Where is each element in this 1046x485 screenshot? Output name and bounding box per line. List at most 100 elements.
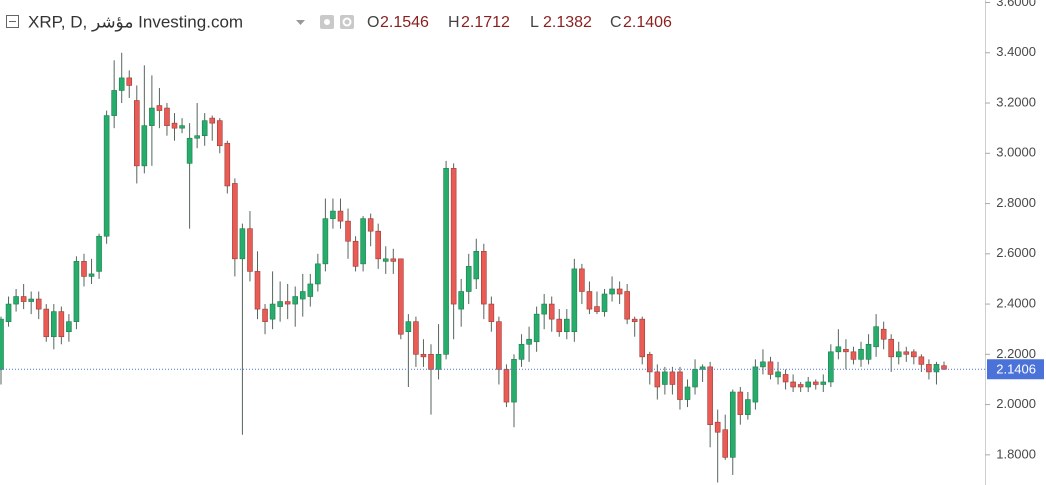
candle-body	[367, 218, 374, 232]
candle-body	[571, 268, 578, 333]
candle-body	[684, 386, 691, 400]
candle-body	[201, 120, 208, 136]
candle-body	[186, 137, 193, 164]
candle-body	[73, 261, 80, 322]
candle-body	[933, 364, 940, 373]
candle-body	[232, 183, 238, 260]
candle-body	[481, 250, 487, 305]
candle-body	[473, 250, 480, 280]
y-tick-label: 2.6000	[996, 245, 1036, 260]
candle-body	[865, 343, 872, 360]
candle-body	[692, 369, 698, 388]
candle-body	[224, 142, 231, 187]
ohlc-value: 2.1546	[380, 14, 429, 31]
candle-body	[646, 354, 653, 373]
candle-body	[382, 258, 389, 262]
candle-body	[609, 288, 615, 295]
candle-body	[103, 115, 110, 237]
candle-body	[216, 120, 223, 147]
candle-body	[873, 326, 879, 348]
candle-body	[548, 303, 555, 320]
candle-body	[737, 391, 744, 415]
y-tick-label: 2.4000	[996, 296, 1036, 311]
candle-body	[926, 364, 932, 373]
candle-body	[262, 308, 268, 322]
candle-body	[669, 371, 676, 385]
candle-body	[322, 218, 329, 265]
candle-body	[654, 371, 661, 388]
candle-body	[269, 303, 276, 320]
candle-body	[390, 258, 397, 262]
candle-body	[118, 77, 125, 91]
candle-body	[20, 296, 27, 302]
candle-body	[488, 303, 495, 322]
candle-body	[616, 288, 623, 295]
candle-body	[677, 371, 683, 400]
candle-body	[164, 107, 170, 126]
candle-body	[435, 354, 442, 370]
candle-body	[81, 261, 87, 277]
candle-body	[820, 381, 827, 385]
dropdown-arrow[interactable]	[296, 20, 305, 25]
candle-body	[843, 349, 849, 353]
y-tick-label: 3.2000	[996, 94, 1036, 109]
candle-body	[601, 293, 608, 312]
candle-body	[375, 230, 381, 260]
y-tick-label: 3.4000	[996, 44, 1036, 59]
candle-body	[888, 338, 894, 358]
settings-icon-gear	[342, 17, 352, 27]
candle-body	[352, 240, 359, 267]
candle-body	[171, 122, 178, 129]
candle-body	[850, 351, 857, 360]
candle-body	[564, 318, 570, 333]
candle-body	[194, 135, 200, 139]
candle-body	[360, 218, 366, 265]
candle-body	[662, 371, 668, 385]
candle-body	[918, 356, 925, 365]
ohlc-label: H	[448, 14, 460, 31]
candle-body	[745, 399, 751, 415]
candle-body	[254, 271, 261, 310]
candle-body	[156, 105, 163, 111]
y-tick-label: 2.8000	[996, 195, 1036, 210]
candle-body	[895, 351, 902, 358]
ohlc-label: O	[367, 14, 379, 31]
candle-body	[518, 343, 525, 360]
settings-icon[interactable]	[340, 15, 354, 29]
candle-body	[149, 107, 155, 126]
candle-body	[541, 303, 547, 315]
y-tick-label: 2.2000	[996, 346, 1036, 361]
candle-body	[58, 311, 65, 338]
candle-body	[496, 321, 502, 370]
candle-body	[586, 291, 593, 310]
candle-body	[247, 228, 253, 272]
candle-body	[398, 258, 404, 335]
candle-body	[526, 338, 532, 345]
y-tick-label: 3.6000	[996, 0, 1036, 9]
candle-body	[330, 210, 336, 219]
candle-body	[511, 359, 517, 403]
candle-body	[805, 381, 811, 388]
candle-body	[503, 369, 510, 403]
candle-body	[13, 296, 19, 305]
y-tick-label: 2.0000	[996, 396, 1036, 411]
ohlc-label: L	[530, 14, 539, 31]
candle-body	[775, 371, 781, 378]
candle-body	[277, 301, 283, 307]
last-price-box	[987, 359, 1044, 380]
collapse-icon[interactable]	[6, 15, 19, 28]
candle-body	[405, 321, 412, 333]
candle-body	[767, 361, 774, 375]
candle-body	[96, 235, 102, 272]
candle-body	[729, 391, 736, 458]
candle-body	[179, 125, 185, 129]
candle-body	[797, 384, 804, 388]
candle-body	[420, 354, 427, 358]
ohlc-value: 2.1382	[543, 14, 592, 31]
chart-title: XRP, D, مؤشر Investing.com	[28, 12, 243, 32]
y-tick-label: 1.8000	[996, 446, 1036, 461]
candle-body	[594, 306, 600, 312]
candle-body	[413, 321, 419, 355]
ohlc-value: 2.1712	[461, 14, 510, 31]
